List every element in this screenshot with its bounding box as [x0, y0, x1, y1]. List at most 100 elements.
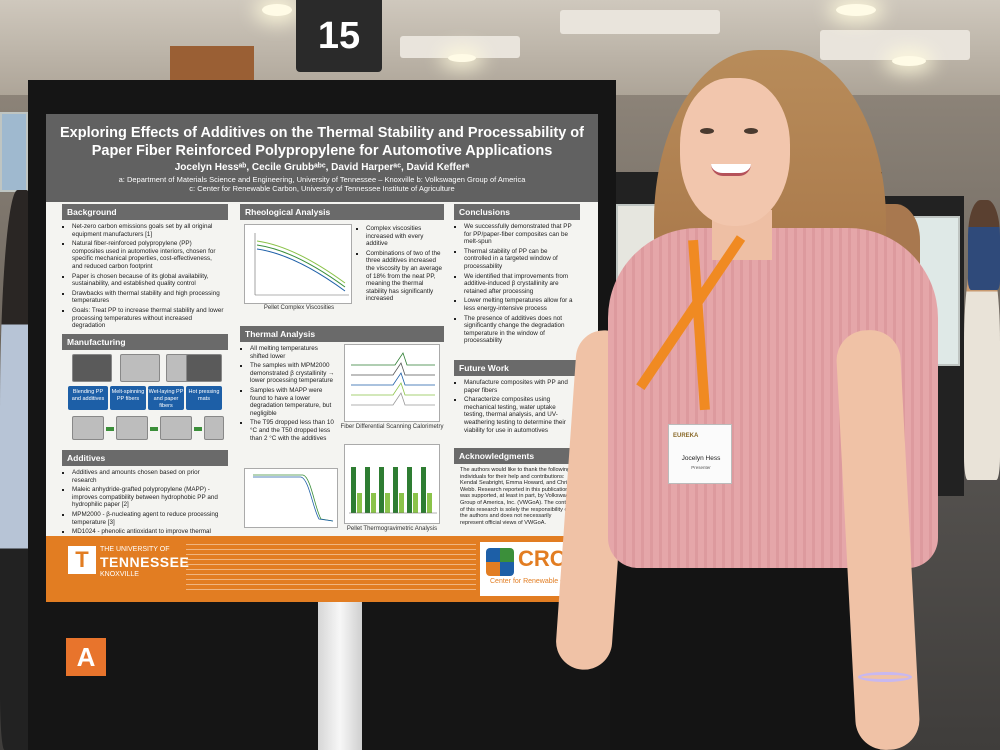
crc-full-name: Center for Renewable Carbon	[490, 578, 583, 585]
rheological-body: Complex viscosities increased with every…	[356, 222, 446, 308]
list-item: The T95 dropped less than 10 °C and the …	[250, 419, 336, 442]
thermal-section: Thermal Analysis All melting temperature…	[240, 326, 444, 536]
name-badge: EUREKA Jocelyn Hess Presenter	[668, 424, 732, 484]
stand-pole	[318, 588, 362, 750]
list-item: We identified that improvements from add…	[464, 273, 576, 296]
tga-bars	[349, 467, 437, 514]
list-item: Drawbacks with thermal stability and hig…	[72, 290, 224, 305]
university-name: THE UNIVERSITY OF TENNESSEE KNOXVILLE	[100, 545, 189, 579]
process-step: Blending PP and additives	[68, 386, 108, 410]
arrow-icon	[194, 427, 202, 431]
ceiling-panel	[400, 36, 520, 58]
plot-caption: Pellet Thermogravimetric Analysis	[346, 526, 438, 532]
process-step: Wet-laying PP and paper fibers	[148, 386, 184, 410]
conclusions-body: We successfully demonstrated that PP for…	[454, 220, 580, 350]
research-poster: Exploring Effects of Additives on the Th…	[46, 114, 598, 602]
university-small-text: THE UNIVERSITY OF	[100, 546, 170, 553]
photo-hot-pressing	[186, 354, 222, 382]
photo-melt-spinning	[120, 354, 160, 382]
process-step: Melt-spinning PP fibers	[110, 386, 146, 410]
eye	[744, 128, 758, 134]
poster-header: Exploring Effects of Additives on the Th…	[46, 114, 598, 202]
viscosity-plot	[244, 224, 352, 304]
list-item: Goals: Treat PP to increase thermal stab…	[72, 307, 224, 330]
poster-affiliations: a: Department of Materials Science and E…	[46, 175, 598, 193]
university-city: KNOXVILLE	[100, 571, 139, 578]
affiliation-line: a: Department of Materials Science and E…	[118, 175, 526, 184]
list-item: We successfully demonstrated that PP for…	[464, 223, 576, 246]
thermal-body: All melting temperatures shifted lower T…	[240, 342, 340, 447]
list-item: Maleic anhydride-grafted polypropylene (…	[72, 486, 224, 509]
university-big-text: TENNESSEE	[100, 554, 190, 570]
list-item: Paper is chosen because of its global av…	[72, 273, 224, 288]
list-item: Natural fiber-reinforced polypropylene (…	[72, 240, 224, 270]
acknowledgments-text: The authors would like to thank the foll…	[460, 467, 576, 526]
ut-logo-icon: T	[68, 546, 96, 574]
photo-sample	[116, 416, 148, 440]
ceiling-light	[448, 54, 476, 62]
arrow-icon	[106, 427, 114, 431]
tga-bar-chart	[344, 444, 440, 524]
list-item: Manufacture composites with PP and paper…	[464, 379, 576, 394]
ceiling-panel	[820, 30, 970, 60]
plot-caption: Pellet Complex Viscosities	[263, 305, 335, 311]
eye	[700, 128, 714, 134]
badge-name: Jocelyn Hess	[681, 455, 721, 462]
ceiling-light	[892, 56, 926, 66]
conclusions-section: Conclusions We successfully demonstrated…	[454, 204, 580, 350]
section-heading: Acknowledgments	[454, 448, 580, 464]
list-item: Additives and amounts chosen based on pr…	[72, 469, 224, 484]
list-item: The presence of additives does not signi…	[464, 315, 576, 345]
section-heading: Thermal Analysis	[240, 326, 444, 342]
smile	[711, 164, 751, 176]
photo-sample	[204, 416, 224, 440]
background-person	[968, 200, 1000, 290]
list-item: Net-zero carbon emissions goals set by a…	[72, 223, 224, 238]
affiliation-line: c: Center for Renewable Carbon, Universi…	[189, 184, 455, 193]
section-heading: Additives	[62, 450, 228, 466]
list-item: Combinations of two of the three additiv…	[366, 250, 442, 303]
ceiling-light	[262, 4, 292, 16]
dsc-plot	[344, 344, 440, 422]
poster-title: Exploring Effects of Additives on the Th…	[60, 125, 584, 159]
manufacturing-section: Manufacturing Blending PP and additives …	[62, 334, 228, 446]
ceiling-panel	[560, 10, 720, 34]
badge-logo: EUREKA	[673, 433, 699, 439]
future-work-section: Future Work Manufacture composites with …	[454, 360, 580, 439]
ceiling-light	[836, 4, 876, 16]
section-heading: Conclusions	[454, 204, 580, 220]
tga-plot	[244, 468, 338, 528]
list-item: Characterize composites using mechanical…	[464, 396, 576, 434]
list-item: All melting temperatures shifted lower	[250, 345, 336, 360]
crc-abbreviation: CRC	[518, 546, 566, 571]
arrow-icon	[150, 427, 158, 431]
list-item: Complex viscosities increased with every…	[366, 225, 442, 248]
list-item: Thermal stability of PP can be controlle…	[464, 248, 576, 271]
section-heading: Background	[62, 204, 228, 220]
list-item: The samples with MPM2000 demonstrated β …	[250, 362, 336, 385]
viscosity-plot-lines	[254, 233, 349, 296]
section-heading: Rheological Analysis	[240, 204, 444, 220]
background-section: Net-zero carbon emissions goals set by a…	[62, 220, 228, 335]
presenter-face	[680, 78, 790, 226]
crc-mark-icon	[486, 548, 514, 576]
tga-plot-lines	[253, 474, 334, 522]
future-work-body: Manufacture composites with PP and paper…	[454, 376, 580, 439]
list-item: Lower melting temperatures allow for a l…	[464, 297, 576, 312]
background-screen	[0, 112, 28, 192]
list-item: Samples with MAPP were found to have a l…	[250, 387, 336, 417]
photo-blending	[72, 354, 112, 382]
rheological-section: Rheological Analysis Pellet Complex Visc…	[240, 204, 444, 324]
poster-column-left: Background Net-zero carbon emissions goa…	[62, 204, 228, 335]
photo-sample	[72, 416, 104, 440]
list-item: MPM2000 - β-nucleating agent to reduce p…	[72, 511, 224, 526]
badge-role: Presenter	[691, 465, 711, 470]
process-step: Hot pressing mats	[186, 386, 222, 410]
additives-section: Additives Additives and amounts chosen b…	[62, 450, 228, 548]
poster-footer: T THE UNIVERSITY OF TENNESSEE KNOXVILLE …	[46, 536, 598, 602]
section-heading: Future Work	[454, 360, 580, 376]
references-block	[186, 544, 476, 594]
acknowledgments-section: Acknowledgments The authors would like t…	[454, 448, 580, 529]
dsc-plot-lines	[351, 352, 435, 406]
bracelet	[858, 672, 912, 682]
